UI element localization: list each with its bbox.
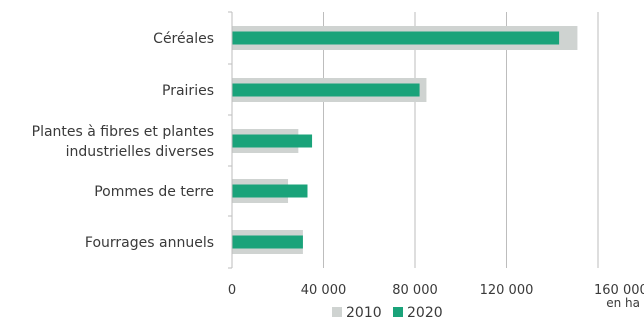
legend-swatch-2010 <box>332 307 342 317</box>
category-label: Plantes à fibres et plantes <box>32 124 214 140</box>
legend: 2010 2020 <box>332 305 443 321</box>
bar-2020 <box>232 184 308 198</box>
category-label: Pommes de terre <box>94 184 214 200</box>
gridlines <box>323 12 599 268</box>
category-labels: Céréales Prairies Plantes à fibres et plan… <box>32 31 214 251</box>
legend-swatch-2020 <box>393 307 403 317</box>
x-tick-label: 40 000 <box>301 283 347 298</box>
category-label: Prairies <box>162 83 214 99</box>
bar-2020 <box>232 134 313 148</box>
bars <box>232 26 578 254</box>
bar-2020 <box>232 235 303 249</box>
x-tick-label: 0 <box>228 283 236 298</box>
y-axis <box>228 11 233 269</box>
category-label: industrielles diverses <box>66 144 214 160</box>
bar-2020 <box>232 31 560 45</box>
category-label: Céréales <box>153 31 214 47</box>
x-tick-label: 80 000 <box>392 283 438 298</box>
x-tick-label: 120 000 <box>480 283 534 298</box>
legend-label-2020: 2020 <box>407 305 443 321</box>
x-tick-label: 160 000 <box>594 283 644 298</box>
bar-2020 <box>232 83 420 97</box>
legend-label-2010: 2010 <box>346 305 382 321</box>
x-tick-labels: 0 40 000 80 000 120 000 160 000 <box>228 283 644 298</box>
x-unit-label: en ha <box>606 296 640 310</box>
category-label: Fourrages annuels <box>85 235 214 251</box>
